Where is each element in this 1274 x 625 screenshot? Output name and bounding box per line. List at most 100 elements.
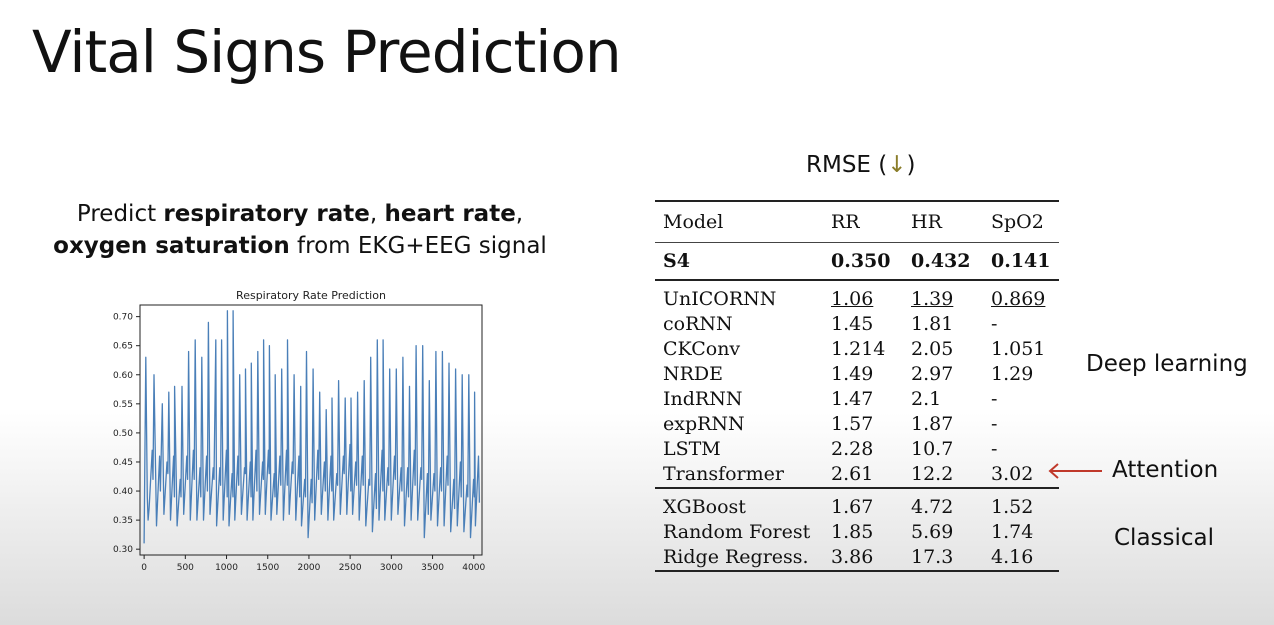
group-label-deep-learning: Deep learning [1086,351,1248,377]
cell-hr: 5.69 [911,521,954,543]
x-tick-label: 3500 [421,563,444,573]
cell-rr: 2.61 [831,463,874,485]
cell-rr: 1.85 [831,521,874,543]
cell-model: S4 [655,242,823,281]
cell-model: IndRNN [663,388,743,410]
cell-model: LSTM [663,438,721,460]
rmse-close: ) [906,152,916,178]
table-row: LSTM 2.28 10.7 - [655,437,1059,462]
chart-title: Respiratory Rate Prediction [236,289,386,302]
cell-spo2: 1.051 [991,338,1046,360]
table-row: XGBoost 1.67 4.72 1.52 [655,487,1059,520]
cell-spo2: 4.16 [991,546,1034,568]
cell-spo2: 1.52 [983,487,1059,520]
table-row: coRNN 1.45 1.81 - [655,312,1059,337]
cell-model: XGBoost [655,487,823,520]
x-tick-label: 2500 [339,563,362,573]
y-tick-label: 0.35 [113,516,133,526]
header-spo2: SpO2 [983,201,1059,243]
cell-spo2: - [991,313,998,335]
table-header-row: Model RR HR SpO2 [655,201,1059,243]
y-tick-label: 0.70 [113,313,133,323]
cell-spo2: - [991,413,998,435]
cell-hr: 2.05 [911,338,954,360]
table-row: NRDE 1.49 2.97 1.29 [655,362,1059,387]
x-tick-label: 2000 [297,563,320,573]
table-row: expRNN 1.57 1.87 - [655,412,1059,437]
cell-hr: 12.2 [911,463,954,485]
header-hr: HR [903,201,983,243]
cell-model: expRNN [663,413,745,435]
y-tick-label: 0.45 [113,458,133,468]
y-tick-label: 0.50 [113,429,133,439]
cell-hr: 2.1 [911,388,942,410]
cell-rr: 3.86 [831,546,874,568]
cell-rr: 1.57 [831,413,874,435]
table-row: IndRNN 1.47 2.1 - [655,387,1059,412]
results-table: Model RR HR SpO2 S4 0.350 0.432 0.141 Un… [655,200,1059,572]
cell-rr: 1.49 [831,363,874,385]
cell-hr: 1.87 [911,413,954,435]
cell-spo2-value: 0.869 [991,288,1046,310]
y-tick-label: 0.60 [113,371,133,381]
cell-hr: 17.3 [911,546,954,568]
table-row: Transformer 2.61 12.2 3.02 [655,462,1059,488]
x-tick-label: 4000 [462,563,485,573]
cell-hr-value: 1.39 [911,288,954,310]
table-row: UnICORNN 1.06 1.39 0.869 [655,280,1059,312]
rmse-caption: RMSE (↓) [806,152,916,178]
cell-model: UnICORNN [663,288,777,310]
cell-rr: 0.350 [823,242,903,281]
slide-title: Vital Signs Prediction [32,18,622,86]
series-line [143,310,481,544]
table-row-s4: S4 0.350 0.432 0.141 [655,242,1059,281]
desc-comma: , [515,201,524,227]
table-row: CKConv 1.214 2.05 1.051 [655,337,1059,362]
desc-rest: from EKG+EEG signal [289,233,547,259]
cell-spo2: 0.869 [983,280,1059,312]
cell-hr: 10.7 [911,438,954,460]
cell-hr: 0.432 [903,242,983,281]
down-arrow-icon: ↓ [887,152,907,178]
cell-hr: 1.81 [911,313,954,335]
group-label-attention: Attention [1112,457,1219,483]
cell-model: NRDE [663,363,724,385]
cell-hr: 1.39 [903,280,983,312]
desc-oxygen-saturation: oxygen saturation [53,233,290,259]
cell-rr: 2.28 [831,438,874,460]
cell-rr: 1.06 [823,280,903,312]
cell-hr: 4.72 [903,487,983,520]
cell-spo2: - [991,388,998,410]
y-tick-label: 0.30 [113,545,133,555]
respiratory-rate-chart: Respiratory Rate Prediction 0 500 1000 1500 2… [113,289,486,573]
cell-spo2: 1.74 [991,521,1034,543]
table-row: Random Forest 1.85 5.69 1.74 [655,520,1059,545]
cell-spo2: - [991,438,998,460]
header-model: Model [655,201,823,243]
cell-spo2: 1.29 [991,363,1034,385]
cell-spo2: 3.02 [991,463,1034,485]
y-tick-label: 0.40 [113,487,133,497]
group-label-classical: Classical [1114,525,1215,551]
cell-rr: 1.45 [831,313,874,335]
plot-frame [139,304,483,556]
cell-model: Transformer [663,463,784,485]
table-row: Ridge Regress. 3.86 17.3 4.16 [655,545,1059,571]
y-tick-label: 0.65 [113,342,133,352]
x-tick-label: 1500 [256,563,279,573]
cell-model: Ridge Regress. [663,546,809,568]
cell-rr: 1.47 [831,388,874,410]
x-tick-label: 500 [177,563,194,573]
x-tick-label: 1000 [215,563,238,573]
cell-model: Random Forest [663,521,811,543]
cell-rr-value: 1.06 [831,288,874,310]
cell-rr: 1.67 [823,487,903,520]
cell-model: coRNN [663,313,733,335]
header-rr: RR [823,201,903,243]
desc-heart-rate: heart rate [384,201,516,227]
y-tick-label: 0.55 [113,400,133,410]
x-tick-label: 3000 [380,563,403,573]
cell-rr: 1.214 [831,338,886,360]
desc-predict: Predict [76,201,164,227]
left-arrow-icon [1048,463,1102,479]
